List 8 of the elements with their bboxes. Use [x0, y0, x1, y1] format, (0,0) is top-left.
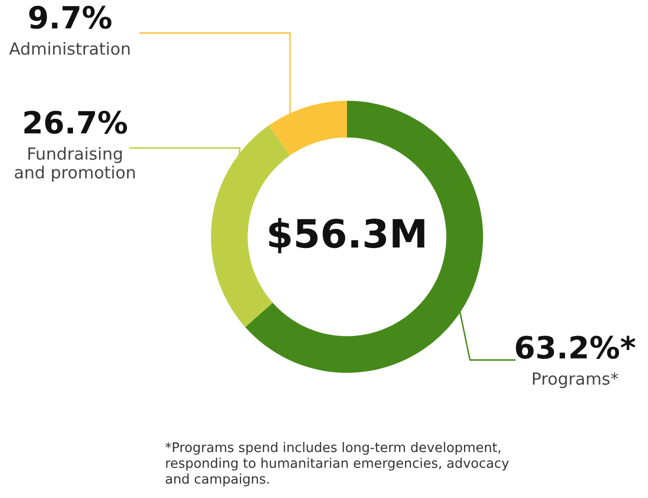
slice-label: Fundraising and promotion	[14, 147, 135, 182]
slice-label: Programs*	[532, 372, 618, 388]
text: $56.3M	[269, 218, 424, 254]
data-label: 9.7%	[29, 6, 112, 29]
data-label: 26.7%	[24, 110, 128, 134]
text: *Programs spend includes long-term development, responding to humanitarian emergencies, advocacy and campaigns.	[165, 442, 509, 486]
data-label: 63.2%*	[516, 336, 636, 359]
slice-label: Administration	[9, 42, 130, 55]
